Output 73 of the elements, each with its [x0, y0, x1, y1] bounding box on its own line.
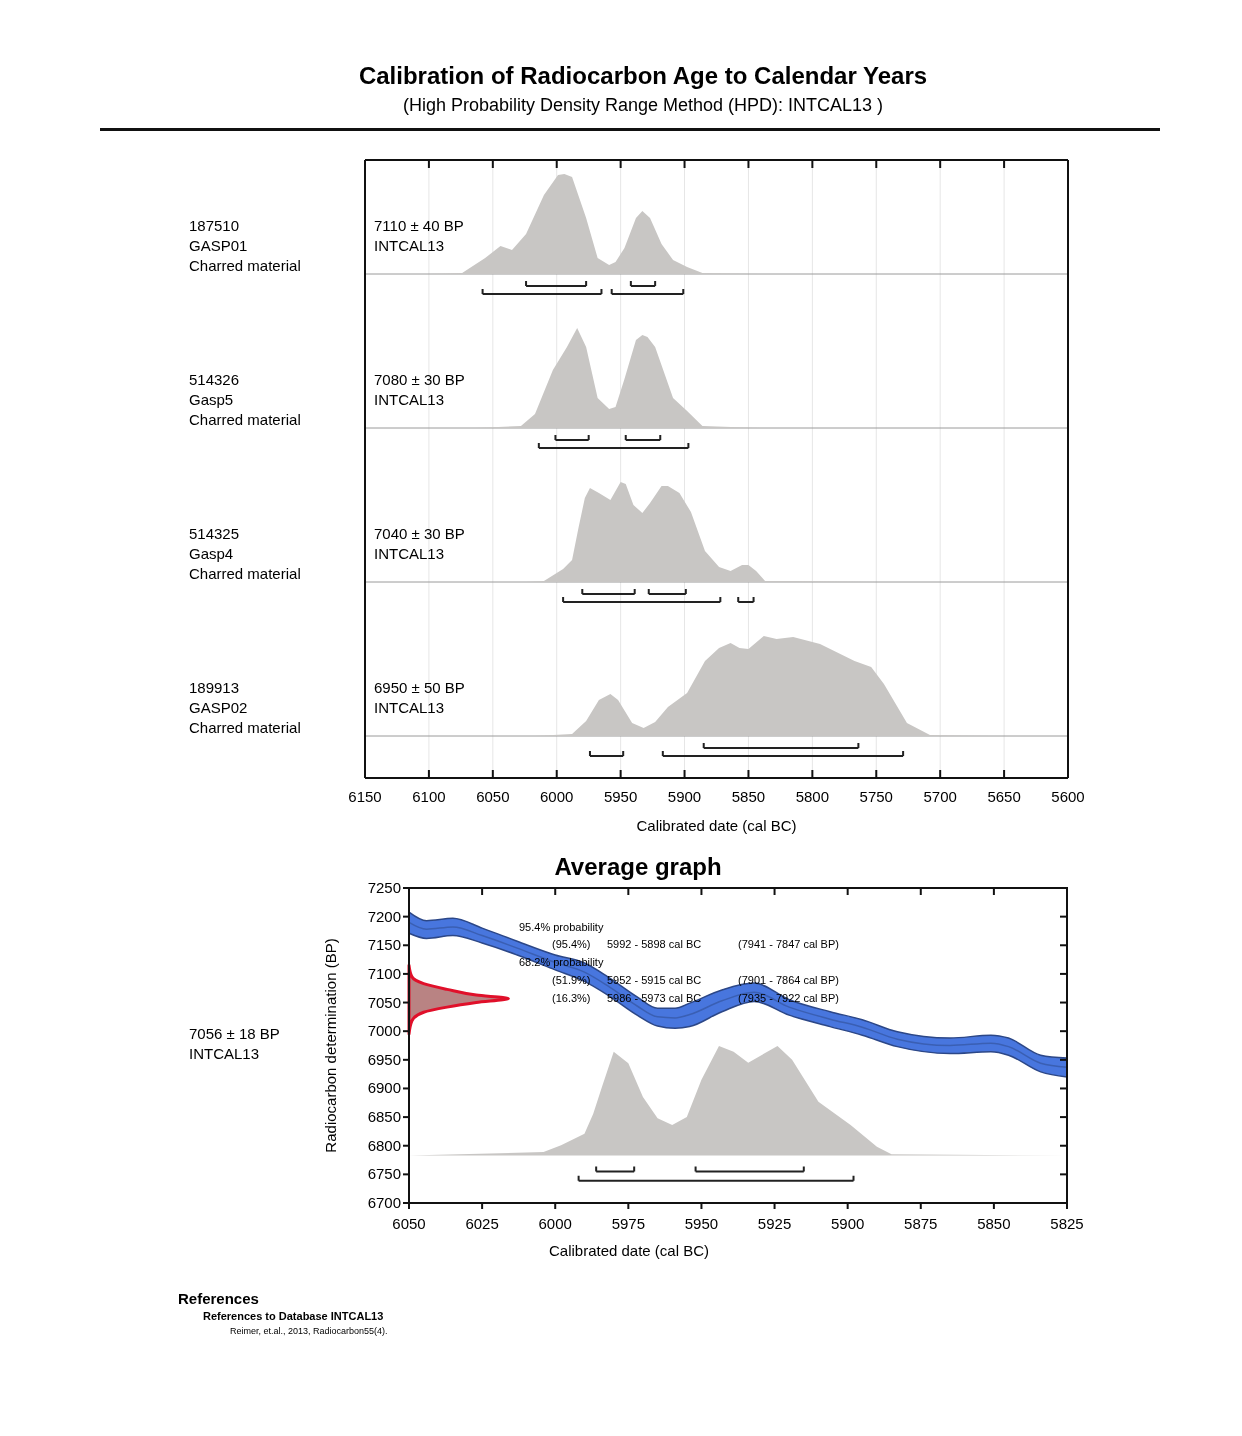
- annotation: INTCAL13: [374, 699, 445, 716]
- text: GASP01: [189, 237, 248, 254]
- x-tick-label: 5825: [1050, 1215, 1084, 1232]
- x-axis-title: Calibrated date (cal BC): [636, 817, 797, 834]
- y-tick-label: 6950: [367, 1050, 401, 1068]
- annotation: INTCAL13: [374, 391, 445, 408]
- text: 514326: [189, 371, 240, 388]
- x-tick-label: 6100: [412, 788, 446, 805]
- text: 187510: [189, 217, 240, 234]
- text: Charred material: [189, 719, 301, 736]
- annotation: (7901 - 7864 cal BP): [738, 974, 839, 986]
- text: 189913: [189, 679, 240, 696]
- text: Gasp4: [189, 545, 234, 562]
- x-tick-label: 6150: [348, 788, 382, 805]
- y-tick-label: 7200: [367, 907, 401, 925]
- annotation: 7040 ± 30 BP: [374, 525, 465, 542]
- annotation: 7110 ± 40 BP: [374, 217, 464, 234]
- y-tick-label: 6750: [367, 1165, 401, 1183]
- y-tick-label: 6850: [367, 1108, 401, 1126]
- x-tick-label: 5600: [1051, 788, 1085, 805]
- text: INTCAL13: [189, 1045, 260, 1062]
- x-tick-label: 5800: [795, 788, 830, 805]
- annotation: 5986 - 5973 cal BC: [607, 992, 702, 1004]
- y-tick-label: 7250: [367, 879, 401, 896]
- x-tick-label: 5950: [603, 788, 638, 805]
- annotation: (95.4%): [552, 938, 591, 950]
- y-tick-label: 6900: [367, 1079, 401, 1097]
- x-tick-label: 5875: [904, 1215, 938, 1232]
- y-axis-title: Radiocarbon determination (BP): [322, 938, 339, 1153]
- text: GASP02: [189, 699, 248, 716]
- y-tick-label: 7000: [367, 1022, 401, 1040]
- x-tick-label: 6000: [538, 1215, 572, 1232]
- y-tick-label: 6700: [367, 1194, 401, 1211]
- x-tick-label: 5850: [977, 1215, 1011, 1232]
- x-tick-label: 5950: [684, 1215, 719, 1232]
- y-tick-label: 7050: [367, 993, 401, 1011]
- annotation: (16.3%): [552, 992, 591, 1004]
- text: References to Database INTCAL13: [203, 1310, 384, 1322]
- x-tick-label: 5650: [987, 788, 1021, 805]
- x-tick-label: 5750: [859, 788, 893, 805]
- x-tick-label: 5850: [731, 788, 766, 805]
- annotation: 95.4% probability: [519, 921, 604, 933]
- text: Gasp5: [189, 391, 234, 408]
- annotation: 7080 ± 30 BP: [374, 371, 465, 388]
- text: Reimer, et.al., 2013, Radiocarbon55(4).: [230, 1326, 388, 1336]
- text: Charred material: [189, 411, 301, 428]
- annotation: 6950 ± 50 BP: [374, 679, 465, 696]
- text: Charred material: [189, 257, 301, 274]
- chart-title: Calibration of Radiocarbon Age to Calendar Years: [358, 62, 928, 89]
- y-tick-label: 7150: [367, 936, 401, 954]
- x-axis-title: Calibrated date (cal BC): [548, 1242, 710, 1259]
- text: References: [178, 1290, 259, 1307]
- text: 514325: [189, 525, 240, 542]
- x-tick-label: 6050: [476, 788, 510, 805]
- annotation: INTCAL13: [374, 545, 445, 562]
- chart-subtitle: (High Probability Density Range Method (HPD): INTCAL13 ): [402, 95, 884, 115]
- y-tick-label: 7100: [367, 964, 401, 982]
- x-tick-label: 5900: [830, 1215, 865, 1232]
- text: Charred material: [189, 565, 301, 582]
- x-tick-label: 5925: [757, 1215, 792, 1232]
- x-tick-label: 5900: [667, 788, 702, 805]
- x-tick-label: 5975: [611, 1215, 646, 1232]
- annotation: 5992 - 5898 cal BC: [607, 938, 702, 950]
- annotation: (7941 - 7847 cal BP): [738, 938, 839, 950]
- y-tick-label: 6800: [367, 1136, 401, 1154]
- x-tick-label: 5700: [923, 788, 957, 805]
- annotation: INTCAL13: [374, 237, 445, 254]
- x-tick-label: 6025: [465, 1215, 499, 1232]
- text: 7056 ± 18 BP: [189, 1025, 280, 1042]
- x-tick-label: 6050: [392, 1215, 426, 1232]
- annotation: (7935 - 7922 cal BP): [738, 992, 839, 1004]
- x-tick-label: 6000: [540, 788, 574, 805]
- chart-title: Average graph: [554, 853, 722, 880]
